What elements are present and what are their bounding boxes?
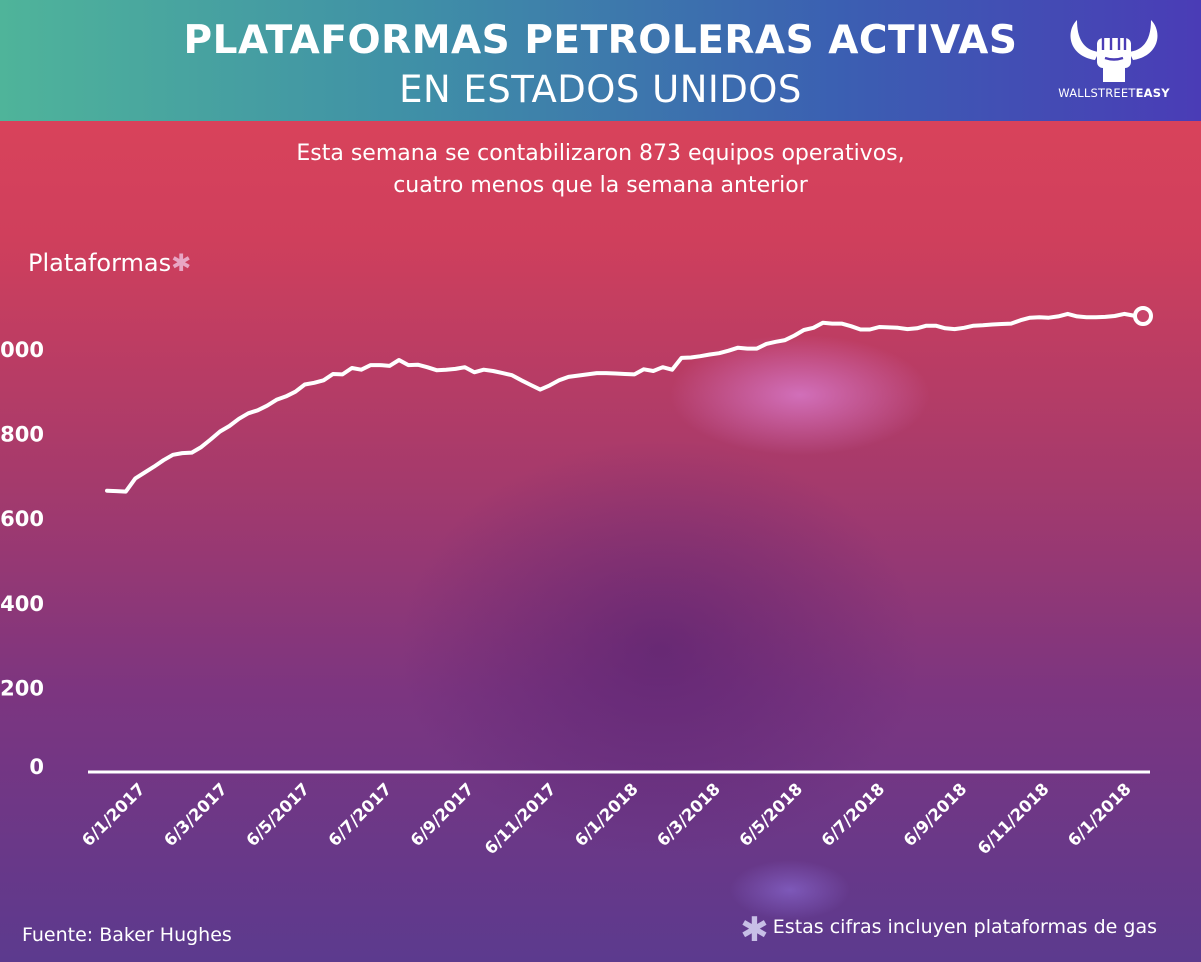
subtitle-line2: cuatro menos que la semana anterior <box>393 173 808 198</box>
bull-fist-icon <box>1070 20 1158 82</box>
y-tick-label: 800 <box>0 423 44 447</box>
x-tick-label: 6/9/2017 <box>407 779 478 850</box>
chart-subtitle: Esta semana se contabilizaron 873 equipo… <box>0 138 1201 202</box>
x-tick-label: 6/11/2017 <box>481 779 560 858</box>
x-tick-label: 6/7/2018 <box>818 779 889 850</box>
x-tick-label: 6/9/2018 <box>900 779 971 850</box>
y-tick-label: 1000 <box>0 338 44 362</box>
brand-wordmark-bold: EASY <box>1135 86 1170 100</box>
header-banner: PLATAFORMAS PETROLERAS ACTIVAS EN ESTADO… <box>0 0 1201 121</box>
asterisk-icon: ✱ <box>171 249 192 277</box>
y-tick-label: 400 <box>0 592 44 616</box>
brand-logo: WALLSTREETEASY <box>1055 14 1173 108</box>
x-tick-label: 6/5/2018 <box>735 779 806 850</box>
subtitle-line1: Esta semana se contabilizaron 873 equipo… <box>296 141 905 166</box>
chart-title-line2: EN ESTADOS UNIDOS <box>399 68 802 111</box>
source-note: Fuente: Baker Hughes <box>22 924 232 946</box>
series-line <box>105 311 1145 494</box>
footnote: ✱ Estas cifras incluyen plataformas de ga… <box>740 910 1157 950</box>
x-tick-label: 6/7/2017 <box>325 779 396 850</box>
y-tick-label: 600 <box>0 507 44 531</box>
brand-wordmark-light: WALLSTREET <box>1058 86 1136 100</box>
series-end-point <box>1133 306 1153 327</box>
footnote-text: Estas cifras incluyen plataformas de gas <box>772 916 1157 938</box>
asterisk-icon: ✱ <box>740 910 769 950</box>
x-tick-label: 6/5/2017 <box>242 779 313 850</box>
x-tick-label: 6/1/2018 <box>571 779 642 850</box>
y-tick-label: 200 <box>0 676 44 700</box>
y-axis-title-text: Plataformas <box>28 249 172 277</box>
y-axis-title: Plataformas✱ <box>28 249 191 277</box>
y-tick-label: 0 <box>29 755 44 779</box>
x-tick-label: 6/3/2017 <box>160 779 231 850</box>
x-tick-label: 6/11/2018 <box>974 779 1053 858</box>
x-tick-label: 6/3/2018 <box>653 779 724 850</box>
x-tick-label: 6/1/2017 <box>78 779 149 850</box>
x-tick-label: 6/1/2018 <box>1064 779 1135 850</box>
brand-wordmark: WALLSTREETEASY <box>1055 86 1173 100</box>
chart-title-line1: PLATAFORMAS PETROLERAS ACTIVAS <box>183 18 1018 63</box>
